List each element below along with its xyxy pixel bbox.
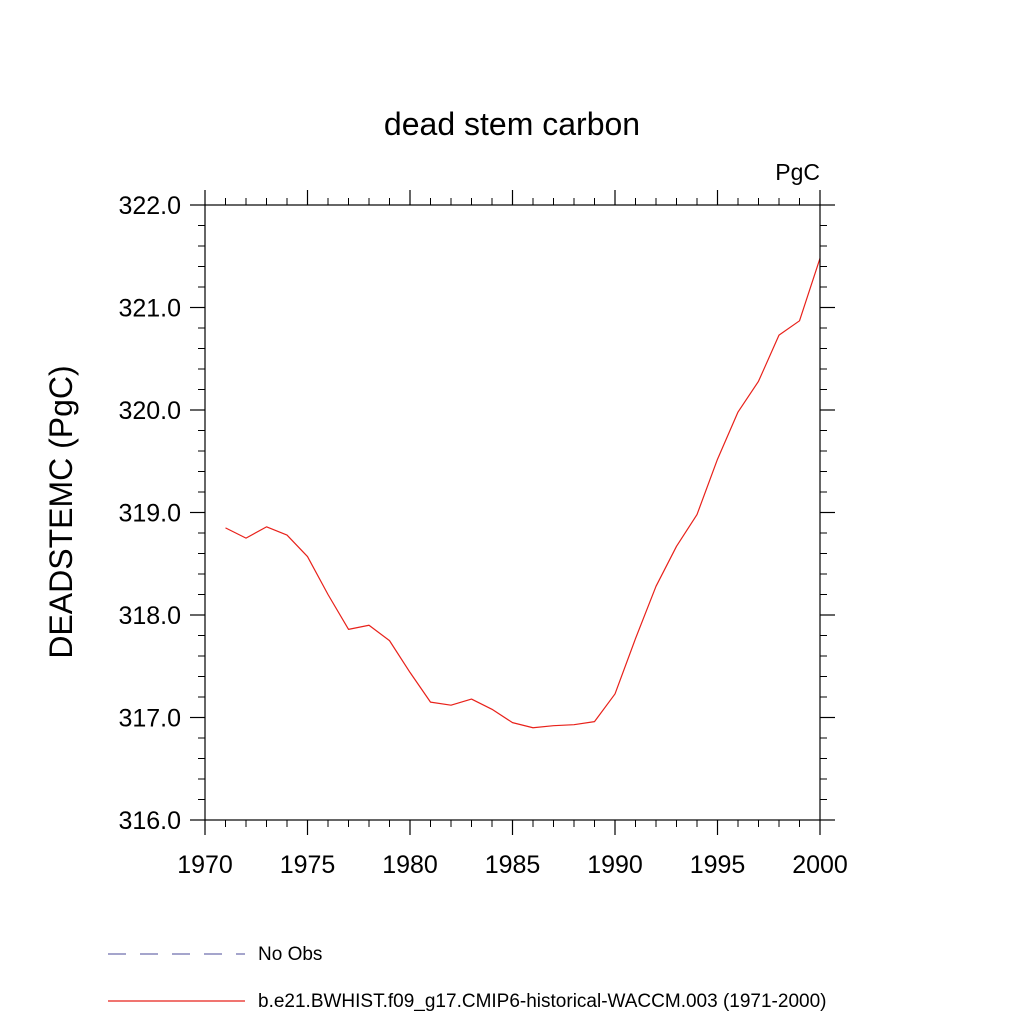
chart-title: dead stem carbon — [384, 106, 640, 142]
series-layer — [225, 258, 821, 729]
y-tick-label: 317.0 — [118, 705, 181, 733]
x-tick-label: 1985 — [485, 851, 541, 879]
x-tick-label: 1995 — [690, 851, 746, 879]
x-tick-label: 1990 — [587, 851, 643, 879]
y-axis-label: DEADSTEMC (PgC) — [43, 365, 79, 658]
series-line — [225, 258, 821, 729]
legend-label-no-obs: No Obs — [258, 944, 322, 965]
unit-label: PgC — [775, 159, 820, 185]
y-tick-label: 319.0 — [118, 500, 181, 528]
x-tick-label: 1970 — [177, 851, 233, 879]
plot-frame — [204, 204, 821, 821]
y-tick-label: 320.0 — [118, 397, 181, 425]
y-tick-label: 321.0 — [118, 295, 181, 323]
legend-label-model: b.e21.BWHIST.f09_g17.CMIP6-historical-WA… — [258, 991, 826, 1012]
y-tick-label: 322.0 — [118, 192, 181, 220]
axis-ticks — [190, 190, 835, 835]
x-tick-label: 1980 — [382, 851, 438, 879]
tick-labels: 1970 1975 1980 1985 1990 1995 2000 316.0 317.0 31… — [118, 192, 847, 879]
x-tick-label: 1975 — [280, 851, 336, 879]
y-tick-label: 316.0 — [118, 807, 181, 835]
y-tick-label: 318.0 — [118, 602, 181, 630]
legend: No Obs b.e21.BWHIST.f09_g17.CMIP6-histor… — [108, 944, 826, 1012]
x-tick-label: 2000 — [792, 851, 848, 879]
